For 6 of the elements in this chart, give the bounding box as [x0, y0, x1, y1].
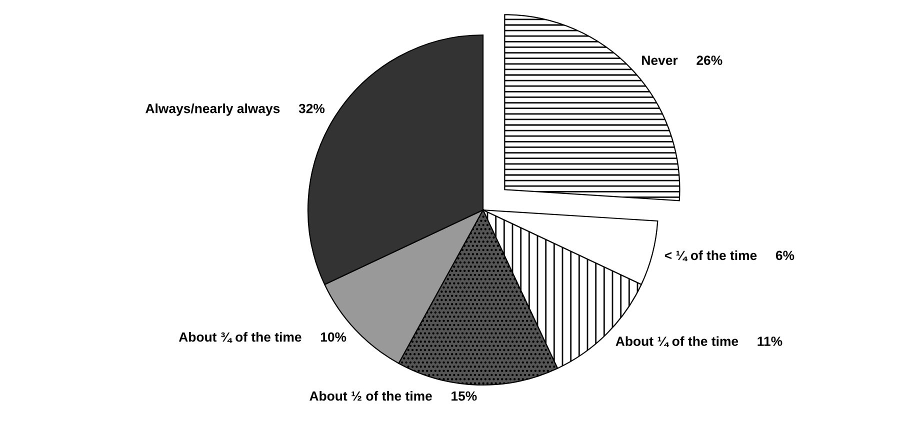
slice-label: < ¼ of the time 6%: [664, 250, 794, 262]
slice-label: About ¼ of the time 11%: [616, 336, 782, 347]
slice-label: Never 26%: [642, 56, 722, 65]
slice-label: About ½ of the time 15%: [310, 391, 477, 401]
slice-label: Always/nearly always 32%: [146, 104, 325, 116]
slice-label: About ¾ of the time 10%: [178, 332, 346, 343]
